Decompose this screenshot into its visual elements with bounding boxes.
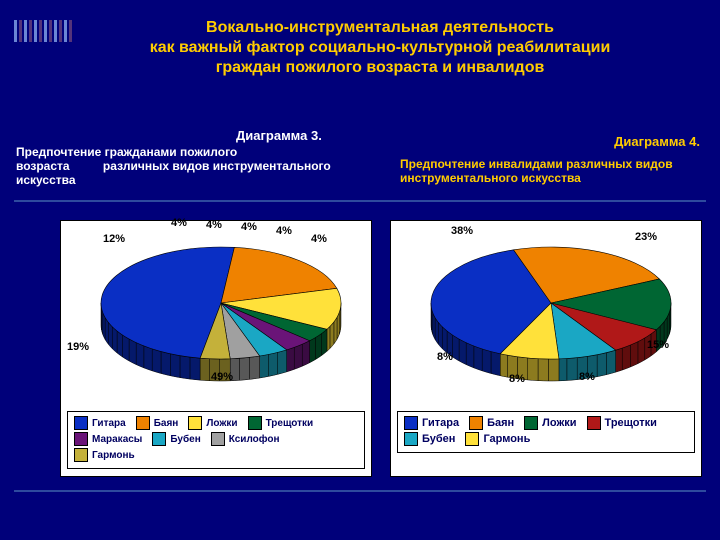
pie-chart-left: 49%19%12%4%4%4%4%4%	[61, 221, 371, 417]
legend-item: Маракасы	[74, 432, 142, 446]
legend-label: Бубен	[422, 433, 455, 445]
legend-item: Ложки	[188, 416, 237, 430]
diagram-3-caption: Предпочтение гражданами пожилого возраст…	[16, 145, 376, 187]
legend-item: Бубен	[404, 432, 455, 446]
page-title: Вокально-инструментальная деятельность к…	[100, 18, 660, 78]
pct-label: 4%	[276, 225, 292, 237]
legend-item: Баян	[136, 416, 179, 430]
title-line-3: граждан пожилого возраста и инвалидов	[100, 58, 660, 78]
legend-label: Ложки	[542, 417, 576, 429]
decor-bars	[14, 20, 72, 42]
chart-panel-left: 49% 19% 12% 4% 4% 4% 4% 4% Гитара Баян Ложки Трещо…	[60, 220, 372, 477]
title-line-1: Вокально-инструментальная деятельность	[100, 18, 660, 38]
legend-item: Трещотки	[587, 416, 657, 430]
legend-label: Баян	[154, 418, 179, 429]
pct-label: 12%	[103, 233, 125, 245]
pct-label: 8%	[509, 373, 525, 385]
legend-label: Гармонь	[483, 433, 530, 445]
pct-label: 4%	[311, 233, 327, 245]
legend-swatch	[188, 416, 202, 430]
pct-label: 4%	[206, 219, 222, 231]
legend-label: Баян	[487, 417, 514, 429]
title-line-2: как важный фактор социально-культурной р…	[100, 38, 660, 58]
legend-swatch	[74, 448, 88, 462]
legend-label: Гитара	[92, 418, 126, 429]
legend-swatch	[74, 432, 88, 446]
legend-label: Маракасы	[92, 434, 142, 445]
legend-label: Ксилофон	[229, 434, 280, 445]
legend-item: Баян	[469, 416, 514, 430]
legend-left: Гитара Баян Ложки Трещотки Маракасы Бубен Ксил…	[67, 411, 365, 469]
legend-right: Гитара Баян Ложки Трещотки Бубен Гармонь	[397, 411, 695, 453]
legend-item: Гитара	[74, 416, 126, 430]
legend-swatch	[404, 416, 418, 430]
legend-item: Ложки	[524, 416, 576, 430]
legend-swatch	[465, 432, 479, 446]
left-header: Диаграмма 3. Предпочтение гражданами пож…	[16, 128, 376, 187]
pct-label: 19%	[67, 341, 89, 353]
pct-label: 4%	[241, 221, 257, 233]
diagram-4-caption: Предпочтение инвалидами различных видов …	[400, 157, 700, 185]
pct-label: 38%	[451, 225, 473, 237]
legend-swatch	[587, 416, 601, 430]
pct-label: 8%	[437, 351, 453, 363]
legend-swatch	[404, 432, 418, 446]
legend-label: Гитара	[422, 417, 459, 429]
legend-item: Бубен	[152, 432, 200, 446]
diagram-3-label: Диаграмма 3.	[236, 128, 376, 143]
legend-label: Гармонь	[92, 450, 135, 461]
legend-item: Гитара	[404, 416, 459, 430]
diagram-4-label: Диаграмма 4.	[400, 134, 700, 149]
legend-item: Гармонь	[465, 432, 530, 446]
divider-bottom	[14, 490, 706, 492]
legend-item: Трещотки	[248, 416, 314, 430]
pie-chart-right: 38% 23% 15% 8% 8% 8%	[391, 221, 701, 417]
legend-swatch	[524, 416, 538, 430]
divider	[14, 200, 706, 202]
legend-swatch	[74, 416, 88, 430]
legend-item: Ксилофон	[211, 432, 280, 446]
pct-label: 8%	[579, 371, 595, 383]
legend-swatch	[469, 416, 483, 430]
legend-label: Бубен	[170, 434, 200, 445]
pct-label: 23%	[635, 231, 657, 243]
legend-swatch	[211, 432, 225, 446]
pct-label: 15%	[647, 339, 669, 351]
legend-label: Трещотки	[266, 418, 314, 429]
legend-label: Ложки	[206, 418, 237, 429]
pct-label: 49%	[211, 371, 233, 383]
chart-panel-right: 38% 23% 15% 8% 8% 8% Гитара Баян Ложки Трещотки Б…	[390, 220, 702, 477]
pct-label: 4%	[171, 217, 187, 229]
right-header: Диаграмма 4. Предпочтение инвалидами раз…	[400, 134, 700, 185]
slide: Вокально-инструментальная деятельность к…	[0, 0, 720, 540]
legend-label: Трещотки	[605, 417, 657, 429]
legend-swatch	[136, 416, 150, 430]
legend-swatch	[152, 432, 166, 446]
legend-swatch	[248, 416, 262, 430]
legend-item: Гармонь	[74, 448, 135, 462]
